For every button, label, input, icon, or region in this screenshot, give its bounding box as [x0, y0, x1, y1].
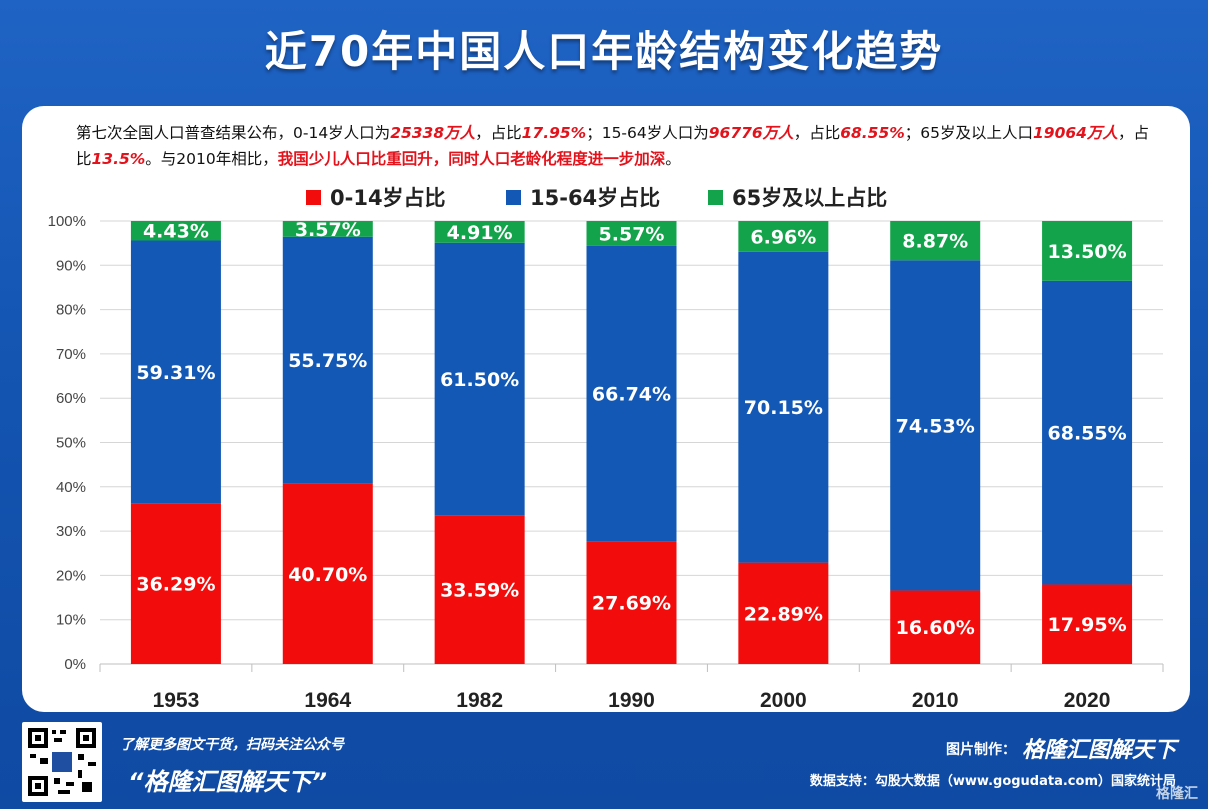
y-tick-label: 30%: [56, 523, 86, 540]
bar-segment: [890, 221, 981, 261]
credit-label: 图片制作：: [945, 742, 1016, 758]
footer-hint: 了解更多图文干货，扫码关注公众号: [120, 737, 344, 753]
intro-segment: ，占比: [475, 124, 522, 142]
y-tick-label: 100%: [48, 213, 86, 230]
bar-segment: [586, 541, 677, 664]
x-tick-label: 2010: [912, 689, 959, 712]
bar-segment: [586, 221, 677, 246]
data-source: 数据支持：勾股大数据（www.gogudata.com）国家统计局: [809, 774, 1176, 789]
bar-segment: [1042, 221, 1133, 281]
bar-segment: [738, 221, 829, 252]
data-label: 6.96%: [750, 226, 816, 248]
x-tick-label: 1990: [608, 689, 655, 712]
y-tick-label: 90%: [56, 257, 86, 274]
data-label: 4.43%: [143, 221, 209, 243]
x-tick-label: 2020: [1064, 689, 1111, 712]
legend-label: 65岁及以上占比: [732, 186, 887, 210]
bar-segment: [130, 221, 221, 241]
legend-swatch: [306, 190, 321, 205]
bar-segment: [282, 483, 373, 664]
watermark-logo: 格隆汇: [1156, 786, 1198, 802]
intro-segment: ；15-64岁人口为: [586, 124, 709, 142]
intro-value: 68.55%: [840, 124, 905, 142]
bar-segment: [738, 251, 829, 563]
data-label: 13.50%: [1048, 241, 1127, 263]
data-label: 74.53%: [896, 415, 975, 437]
data-label: 66.74%: [592, 384, 671, 406]
y-tick-label: 10%: [56, 612, 86, 629]
y-tick-label: 80%: [56, 302, 86, 319]
legend-swatch: [506, 190, 521, 205]
data-label: 36.29%: [136, 574, 215, 596]
y-tick-label: 50%: [56, 435, 86, 452]
intro-segment: 。: [665, 150, 681, 168]
data-label: 40.70%: [288, 564, 367, 586]
legend-label: 15-64岁占比: [530, 186, 660, 210]
data-label: 5.57%: [599, 223, 665, 245]
y-tick-label: 40%: [56, 479, 86, 496]
bar-segment: [130, 240, 221, 504]
intro-text: 第七次全国人口普查结果公布，0-14岁人口为25338万人，占比17.95%；1…: [76, 120, 1156, 172]
data-label: 33.59%: [440, 580, 519, 602]
data-label: 8.87%: [902, 231, 968, 253]
intro-value: 96776万人: [708, 124, 794, 142]
bar-segment: [434, 221, 525, 243]
intro-highlight: 我国少儿人口比重回升，同时人口老龄化程度进一步加深: [277, 150, 666, 168]
data-label: 22.89%: [744, 603, 823, 625]
legend-swatch: [708, 190, 723, 205]
y-tick-label: 20%: [56, 567, 86, 584]
intro-segment: ，占比: [76, 124, 1149, 168]
y-tick-label: 0%: [64, 656, 86, 673]
intro-segment: 第七次全国人口普查结果公布，0-14岁人口为: [76, 124, 391, 142]
x-tick-label: 1964: [304, 689, 351, 712]
credit-brand: 格隆汇图解天下: [1021, 738, 1176, 763]
qr-code[interactable]: [22, 722, 102, 802]
data-label: 17.95%: [1048, 614, 1127, 636]
bar-segment: [890, 260, 981, 591]
credit: 图片制作： 格隆汇图解天下: [946, 732, 1176, 764]
data-label: 59.31%: [136, 362, 215, 384]
y-tick-label: 70%: [56, 346, 86, 363]
data-label: 3.57%: [295, 219, 361, 241]
bar-segment: [130, 503, 221, 664]
bar-segment: [1042, 280, 1133, 585]
bar-segment: [282, 236, 373, 484]
bar-segment: [738, 562, 829, 664]
data-label: 70.15%: [744, 397, 823, 419]
bar-segment: [434, 515, 525, 664]
data-label: 27.69%: [592, 593, 671, 615]
x-tick-label: 2000: [760, 689, 807, 712]
data-label: 68.55%: [1048, 423, 1127, 445]
data-label: 16.60%: [896, 617, 975, 639]
intro-value: 17.95%: [521, 124, 587, 142]
intro-value: 25338万人: [390, 124, 476, 142]
y-tick-label: 60%: [56, 390, 86, 407]
intro-value: 19064万人: [1033, 124, 1118, 142]
data-label: 4.91%: [447, 222, 513, 244]
bar-segment: [890, 590, 981, 664]
qr-code-icon: [28, 728, 96, 796]
bar-segment: [586, 245, 677, 542]
x-tick-label: 1953: [153, 689, 200, 712]
bar-segment: [1042, 584, 1133, 664]
intro-value: 13.5%: [91, 150, 146, 168]
bar-segment: [434, 242, 525, 516]
data-label: 61.50%: [440, 369, 519, 391]
bar-segment: [282, 221, 373, 237]
intro-segment: 。与2010年相比，: [145, 150, 278, 168]
page-title: 近70年中国人口年龄结构变化趋势: [264, 27, 944, 76]
x-tick-label: 1982: [456, 689, 503, 712]
data-label: 55.75%: [288, 350, 367, 372]
intro-segment: ，占比: [793, 124, 841, 142]
legend-label: 0-14岁占比: [330, 186, 446, 210]
intro-segment: ；65岁及以上人口: [904, 124, 1033, 142]
footer-slogan: “格隆汇图解天下”: [128, 768, 327, 796]
